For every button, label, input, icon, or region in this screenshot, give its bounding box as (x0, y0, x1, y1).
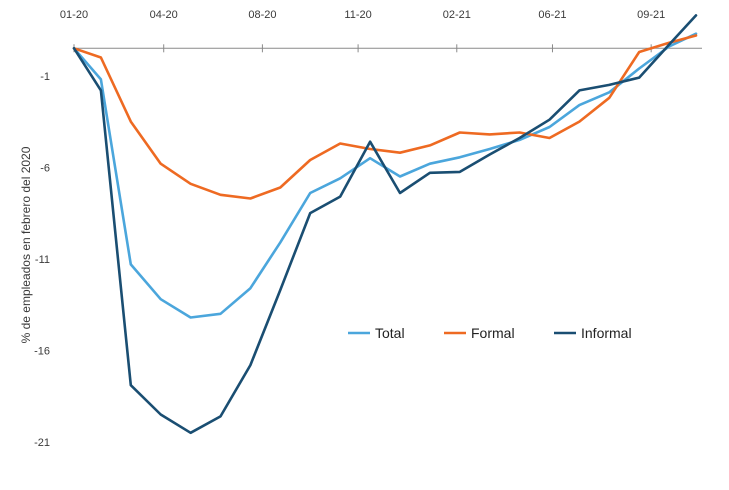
y-tick-label: -16 (34, 345, 50, 357)
legend: Total Formal Informal (348, 325, 632, 341)
y-tick-label: -11 (35, 254, 50, 266)
x-tick-label: 11-20 (344, 9, 371, 21)
legend-label-informal: Informal (581, 325, 632, 341)
legend-label-total: Total (375, 325, 405, 341)
x-tick-label: 06-21 (538, 9, 566, 21)
x-tick-label: 04-20 (150, 9, 178, 21)
x-tick-label: 08-20 (248, 9, 276, 21)
x-axis: 01-20 04-20 08-20 11-20 02-21 06-21 09-21 (60, 9, 702, 53)
y-tick-label: -21 (34, 437, 50, 449)
legend-label-formal: Formal (471, 325, 515, 341)
series-line-formal (72, 34, 698, 200)
series-line-total (72, 32, 698, 319)
series-line-informal (72, 14, 698, 435)
y-tick-label: -1 (40, 71, 50, 83)
y-axis-label-group: % de empleados en febrero del 2020 (19, 146, 33, 343)
y-axis-ticks: -1 -6 -11 -16 -21 (34, 71, 50, 449)
x-tick-label: 01-20 (60, 9, 88, 21)
x-tick-label: 09-21 (637, 9, 665, 21)
series-lines (72, 14, 698, 435)
y-tick-label: -6 (40, 162, 50, 174)
x-tick-label: 02-21 (443, 9, 471, 21)
y-axis-label: % de empleados en febrero del 2020 (19, 146, 33, 343)
